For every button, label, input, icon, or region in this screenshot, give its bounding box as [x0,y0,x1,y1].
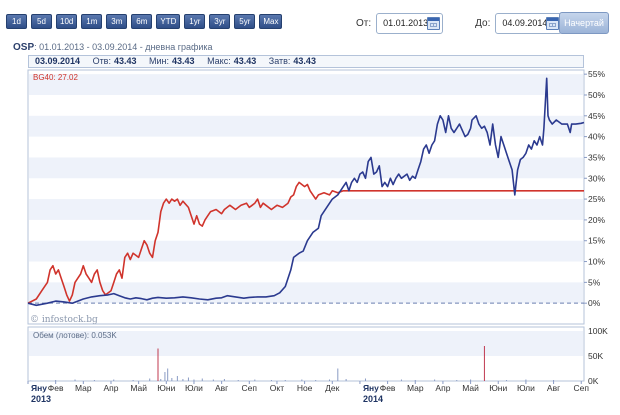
watermark: © infostock.bg [30,315,98,325]
ohlc-low-label: Мин: [149,56,170,66]
calendar-icon[interactable] [546,17,560,30]
volume-y-tick-label: 100K [588,326,608,336]
x-tick-label: Юли [185,383,203,393]
ohlc-high-value: 43.43 [233,56,257,66]
period-selector: 1d 5d 10d 1m 3m 6m YTD 1yr 3yr 5yr Max [6,14,283,29]
bg40-legend: BG40: 27.02 [33,73,78,82]
x-tick-label: Авг [547,383,560,393]
volume-label: Обем (лотове): 0.053K [33,331,117,340]
x-tick-label: Мар [75,383,92,393]
y-tick-label: 15% [588,236,605,246]
ohlc-date: 03.09.2014 [35,56,81,66]
date-range-form: От: 01.01.2013 До: 04.09.2014 [356,13,563,34]
x-tick-label: Юни [157,383,175,393]
x-tick-label: Окт [270,383,284,393]
period-btn-max[interactable]: Max [259,14,283,29]
from-date-value: 01.01.2013 [383,18,429,28]
x-tick-label: Май [462,383,479,393]
volume-y-tick-label: 50K [588,351,603,361]
x-tick-label: Авг [215,383,228,393]
x-tick-label: Сеп [242,383,258,393]
y-tick-label: 55% [588,69,605,79]
x-tick-label: Мар [407,383,424,393]
ohlc-open-value: 43.43 [113,56,137,66]
y-tick-label: 30% [588,173,605,183]
period-btn-1m[interactable]: 1m [81,14,103,29]
period-btn-1d[interactable]: 1d [6,14,27,29]
chart-title: OSP: 01.01.2013 - 03.09.2014 - дневна гр… [13,42,213,53]
x-tick-label: Апр [103,383,118,393]
ohlc-close-label: Затв: [268,56,291,66]
x-tick-label: Ное [297,383,313,393]
x-tick-label: Яну [363,383,379,393]
grid-band [29,115,583,137]
period-btn-ytd[interactable]: YTD [156,14,181,29]
period-btn-3m[interactable]: 3m [106,14,128,29]
x-tick-label: Сеп [573,383,589,393]
year-label: 2014 [363,394,383,404]
ohlc-close-value: 43.43 [293,56,316,66]
grid-band [29,240,583,262]
period-btn-5d[interactable]: 5d [31,14,52,29]
period-btn-6m[interactable]: 6m [131,14,153,29]
x-tick-label: Юни [489,383,507,393]
volume-y-tick-label: 0K [588,376,599,386]
period-btn-10d[interactable]: 10d [56,14,78,29]
grid-band [29,74,583,95]
ohlc-low-value: 43.43 [172,56,195,66]
period-btn-3yr[interactable]: 3yr [209,14,231,29]
x-tick-label: Апр [435,383,450,393]
x-tick-label: Юли [517,383,535,393]
y-tick-label: 5% [588,277,601,287]
ohlc-open-label: Отв: [92,56,111,66]
period-btn-5yr[interactable]: 5yr [234,14,256,29]
calendar-icon[interactable] [427,17,441,30]
ohlc-high-label: Макс: [207,56,231,66]
from-date-input[interactable]: 01.01.2013 [376,13,444,34]
y-tick-label: 10% [588,257,605,267]
main-plot-frame [27,69,585,325]
x-tick-label: Яну [31,383,47,393]
series-line-bg40 [27,181,584,304]
period-btn-1yr[interactable]: 1yr [184,14,206,29]
y-tick-label: 40% [588,132,605,142]
y-tick-label: 45% [588,111,605,121]
ohlc-info-bar: 03.09.2014 Отв: 43.43 Мин: 43.43 Макс: 43.4… [28,55,584,68]
grid-band [29,199,583,220]
y-tick-label: 20% [588,215,605,225]
y-tick-label: 35% [588,152,605,162]
y-tick-label: 50% [588,90,605,100]
draw-button[interactable]: Начертай [559,12,609,34]
x-tick-label: Фев [48,383,64,393]
grid-band [29,157,583,179]
series-line-osp [27,77,585,307]
volume-grid-band [29,331,583,356]
chart-ticker: OSP [13,42,35,53]
x-tick-label: Дек [325,383,339,393]
y-tick-label: 25% [588,194,605,204]
to-date-value: 04.09.2014 [502,18,548,28]
y-tick-label: 0% [588,298,601,308]
x-tick-label: Фев [380,383,396,393]
x-tick-label: Май [130,383,147,393]
from-label: От: [356,18,372,29]
to-label: До: [475,18,491,29]
year-label: 2013 [31,394,51,404]
chart-title-text: : 01.01.2013 - 03.09.2014 - дневна графи… [34,42,213,52]
to-date-input[interactable]: 04.09.2014 [495,13,563,34]
